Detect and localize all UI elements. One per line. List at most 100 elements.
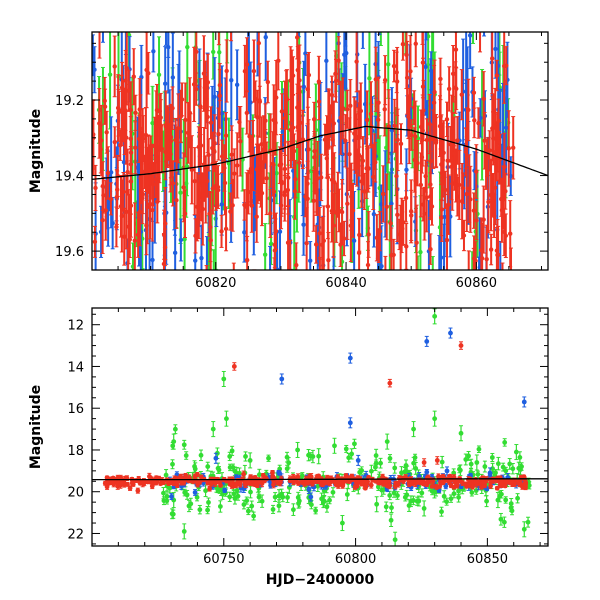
data-point	[487, 148, 492, 153]
data-point	[421, 506, 427, 511]
data-point	[272, 242, 278, 248]
data-point	[452, 151, 457, 156]
data-point	[371, 174, 376, 180]
data-point	[145, 205, 150, 210]
data-point	[285, 240, 291, 245]
data-point	[100, 217, 105, 223]
data-point	[133, 110, 138, 116]
data-point	[403, 195, 409, 201]
data-point	[133, 145, 138, 150]
data-point	[295, 447, 300, 453]
data-point	[198, 104, 203, 109]
data-point	[322, 137, 328, 142]
data-point	[92, 132, 96, 137]
data-point	[468, 461, 474, 467]
data-point	[171, 497, 177, 503]
data-point	[172, 250, 178, 256]
data-point	[227, 465, 233, 470]
data-point	[382, 77, 388, 83]
data-point	[168, 163, 173, 168]
data-point	[419, 301, 423, 305]
data-point	[150, 120, 155, 126]
data-point	[437, 272, 441, 276]
data-point	[354, 59, 359, 64]
data-point	[457, 466, 462, 472]
top-data-layer	[92, 1, 548, 359]
data-point	[379, 263, 384, 269]
data-point	[463, 149, 469, 155]
data-point	[367, 76, 372, 81]
data-point	[428, 68, 434, 74]
data-point	[366, 232, 371, 237]
data-point	[416, 291, 420, 295]
data-point	[257, 98, 262, 103]
data-point	[96, 318, 100, 322]
data-point	[170, 75, 176, 80]
data-point	[276, 58, 281, 63]
data-point	[412, 157, 417, 163]
data-point	[128, 136, 133, 141]
data-point	[242, 68, 248, 74]
data-point	[424, 137, 430, 143]
data-point	[486, 199, 491, 205]
data-point	[387, 493, 393, 498]
data-point	[271, 117, 276, 123]
data-point	[199, 255, 204, 261]
data-point	[439, 459, 445, 465]
data-point	[423, 64, 428, 70]
data-point	[403, 23, 407, 27]
data-point	[324, 58, 329, 64]
data-point	[388, 517, 394, 523]
data-point	[119, 213, 125, 219]
data-point	[254, 167, 260, 172]
data-point	[395, 212, 400, 218]
data-point	[439, 509, 444, 515]
data-point	[479, 248, 484, 253]
data-point	[256, 40, 262, 46]
data-point	[342, 52, 347, 57]
data-point	[318, 327, 322, 331]
data-point	[319, 242, 325, 248]
data-point	[232, 171, 237, 176]
data-point	[101, 193, 106, 198]
data-point	[224, 416, 229, 422]
data-point	[222, 165, 227, 171]
data-point	[404, 333, 408, 337]
data-point	[241, 502, 247, 507]
data-point	[398, 141, 404, 147]
data-point	[169, 494, 174, 499]
data-point	[170, 461, 175, 467]
data-point	[192, 466, 198, 472]
data-point	[167, 485, 173, 491]
data-point	[503, 125, 509, 130]
top-y-axis-label: Magnitude	[28, 109, 44, 193]
data-point	[476, 446, 482, 452]
data-point	[373, 453, 379, 458]
data-point	[346, 455, 352, 461]
data-point	[408, 69, 413, 74]
data-point	[276, 503, 282, 509]
data-point	[495, 497, 501, 503]
data-point	[411, 426, 416, 432]
data-point	[406, 114, 411, 119]
data-point	[265, 79, 271, 85]
data-point	[263, 35, 268, 40]
data-point	[194, 494, 200, 500]
data-point	[343, 446, 349, 452]
data-point	[476, 120, 481, 126]
data-point	[324, 1, 328, 5]
data-point	[345, 107, 350, 112]
data-point	[256, 494, 262, 500]
data-point	[92, 239, 98, 245]
data-point	[474, 460, 480, 465]
data-point	[98, 147, 103, 152]
data-point	[297, 78, 302, 83]
data-point	[174, 198, 179, 203]
data-point	[510, 466, 516, 472]
data-point	[305, 86, 310, 92]
data-point	[288, 268, 293, 270]
data-point	[169, 355, 173, 359]
data-point	[377, 228, 383, 234]
data-point	[340, 106, 346, 111]
data-point	[382, 107, 387, 112]
